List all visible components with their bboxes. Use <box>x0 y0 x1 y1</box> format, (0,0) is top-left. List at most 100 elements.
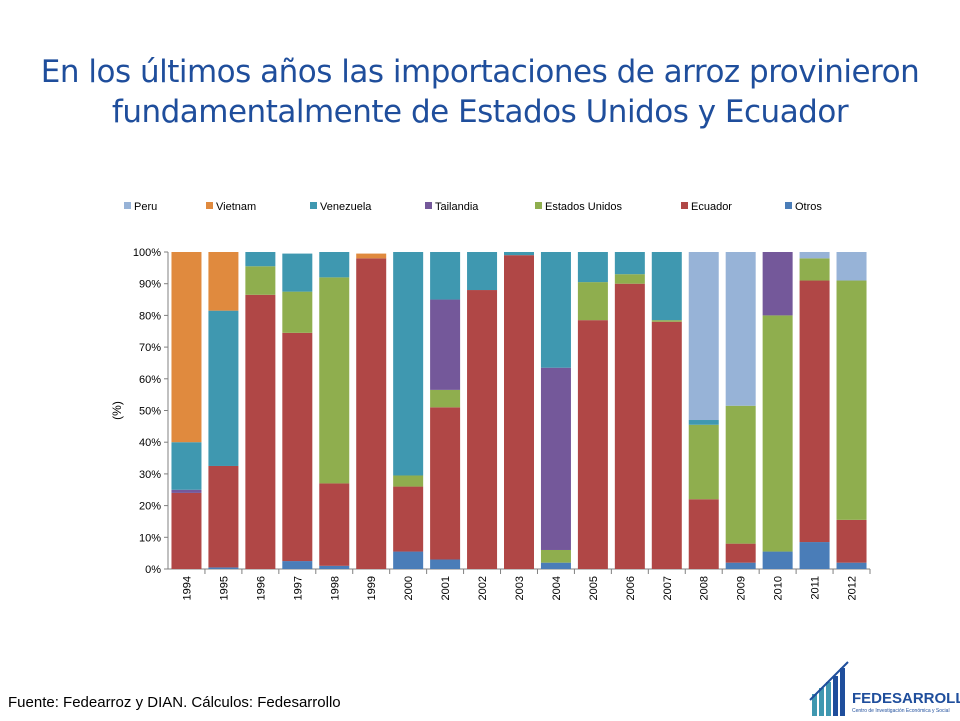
bar-segment <box>467 290 498 569</box>
bar-segment <box>430 252 461 300</box>
bar-segment <box>282 332 313 562</box>
bar-segment <box>836 252 867 281</box>
legend-label: Ecuador <box>691 201 732 213</box>
bar-segment <box>688 420 719 425</box>
legend-swatch <box>425 202 432 209</box>
bar-segment <box>245 252 276 267</box>
x-tick-label: 1995 <box>218 576 230 600</box>
bar-segment <box>540 252 571 368</box>
bar-segment <box>799 258 830 281</box>
y-tick-label: 30% <box>139 469 161 481</box>
y-axis-label: (%) <box>110 401 124 420</box>
bar-segment <box>208 567 239 569</box>
bar-segment <box>651 252 682 321</box>
x-tick-label: 1998 <box>329 576 341 600</box>
bar-segment <box>171 492 202 569</box>
bar-segment <box>577 320 608 569</box>
bar-segment <box>245 294 276 569</box>
y-tick-label: 70% <box>139 342 161 354</box>
bar-segment <box>393 252 424 476</box>
bar-segment <box>725 405 756 544</box>
legend-swatch <box>206 202 213 209</box>
x-tick-label: 2008 <box>699 576 711 600</box>
bar-segment <box>614 283 645 569</box>
legend-label: Estados Unidos <box>545 201 623 213</box>
title-line-1: En los últimos años las importaciones de… <box>40 54 920 90</box>
y-tick-label: 80% <box>139 310 161 322</box>
y-tick-label: 20% <box>139 501 161 513</box>
y-tick-label: 60% <box>139 374 161 386</box>
x-tick-label: 2003 <box>514 576 526 600</box>
bar-segment <box>393 551 424 569</box>
bar-segment <box>467 252 498 291</box>
x-tick-label: 2002 <box>477 576 489 600</box>
x-tick-label: 2004 <box>551 576 563 600</box>
bar-segment <box>799 280 830 543</box>
x-tick-label: 1994 <box>181 576 193 600</box>
legend-swatch <box>124 202 131 209</box>
bar-segment <box>282 253 313 292</box>
bar-segment <box>319 483 350 566</box>
bar-segment <box>356 258 387 569</box>
x-tick-label: 1996 <box>255 576 267 600</box>
bar-segment <box>688 252 719 421</box>
fedesarrollo-logo: FEDESARROLLO Centro de Investigación Eco… <box>808 660 960 716</box>
legend-swatch <box>785 202 792 209</box>
x-tick-label: 1999 <box>366 576 378 600</box>
legend-label: Otros <box>795 201 822 213</box>
logo-name: FEDESARROLLO <box>852 690 960 707</box>
logo-bars-icon <box>809 661 849 716</box>
bar-segment <box>725 543 756 563</box>
bar-segment <box>614 252 645 275</box>
bar-segment <box>319 252 350 278</box>
source-note: Fuente: Fedearroz y DIAN. Cálculos: Fede… <box>8 694 341 711</box>
bar-segment <box>651 321 682 569</box>
bar-segment <box>577 282 608 321</box>
bar-segment <box>245 266 276 295</box>
bar-segment <box>171 489 202 493</box>
y-tick-label: 90% <box>139 279 161 291</box>
bar-segment <box>762 252 793 316</box>
bar-segment <box>282 561 313 569</box>
x-tick-label: 2006 <box>625 576 637 600</box>
bar-segment <box>430 299 461 390</box>
bar-segment <box>208 252 239 311</box>
title-line-2: fundamentalmente de Estados Unidos y Ecu… <box>111 94 849 130</box>
legend-swatch <box>681 202 688 209</box>
bar-segment <box>762 551 793 569</box>
x-tick-label: 2005 <box>588 576 600 600</box>
bar-segment <box>725 252 756 406</box>
bar-segment <box>540 562 571 569</box>
slide-title: En los últimos años las importaciones de… <box>40 52 920 132</box>
y-tick-label: 0% <box>145 564 161 576</box>
x-tick-label: 2012 <box>847 576 859 600</box>
y-tick-label: 10% <box>139 532 161 544</box>
bar-segment <box>319 565 350 569</box>
legend-label: Tailandia <box>435 201 479 213</box>
bar-segment <box>614 274 645 284</box>
bar-segment <box>430 407 461 560</box>
bar-segment <box>504 252 534 256</box>
y-tick-label: 100% <box>133 247 161 259</box>
bar-segment <box>540 367 571 550</box>
bar-segment <box>319 277 350 484</box>
x-tick-label: 2001 <box>440 576 452 600</box>
x-tick-label: 2011 <box>810 576 822 600</box>
bar-segment <box>577 252 608 283</box>
bar-segment <box>836 280 867 520</box>
y-tick-label: 40% <box>139 437 161 449</box>
bar-segment <box>540 549 571 563</box>
x-tick-label: 2000 <box>403 576 415 600</box>
legend-swatch <box>310 202 317 209</box>
x-tick-label: 2010 <box>773 576 785 600</box>
x-tick-label: 1997 <box>292 576 304 600</box>
bar-segment <box>762 315 793 552</box>
legend-label: Peru <box>134 201 157 213</box>
bar-segment <box>282 291 313 333</box>
legend-label: Venezuela <box>320 201 372 213</box>
bar-segment <box>430 389 461 408</box>
bar-segment <box>171 442 202 490</box>
bar-segment <box>171 252 202 443</box>
bar-segment <box>799 542 830 569</box>
